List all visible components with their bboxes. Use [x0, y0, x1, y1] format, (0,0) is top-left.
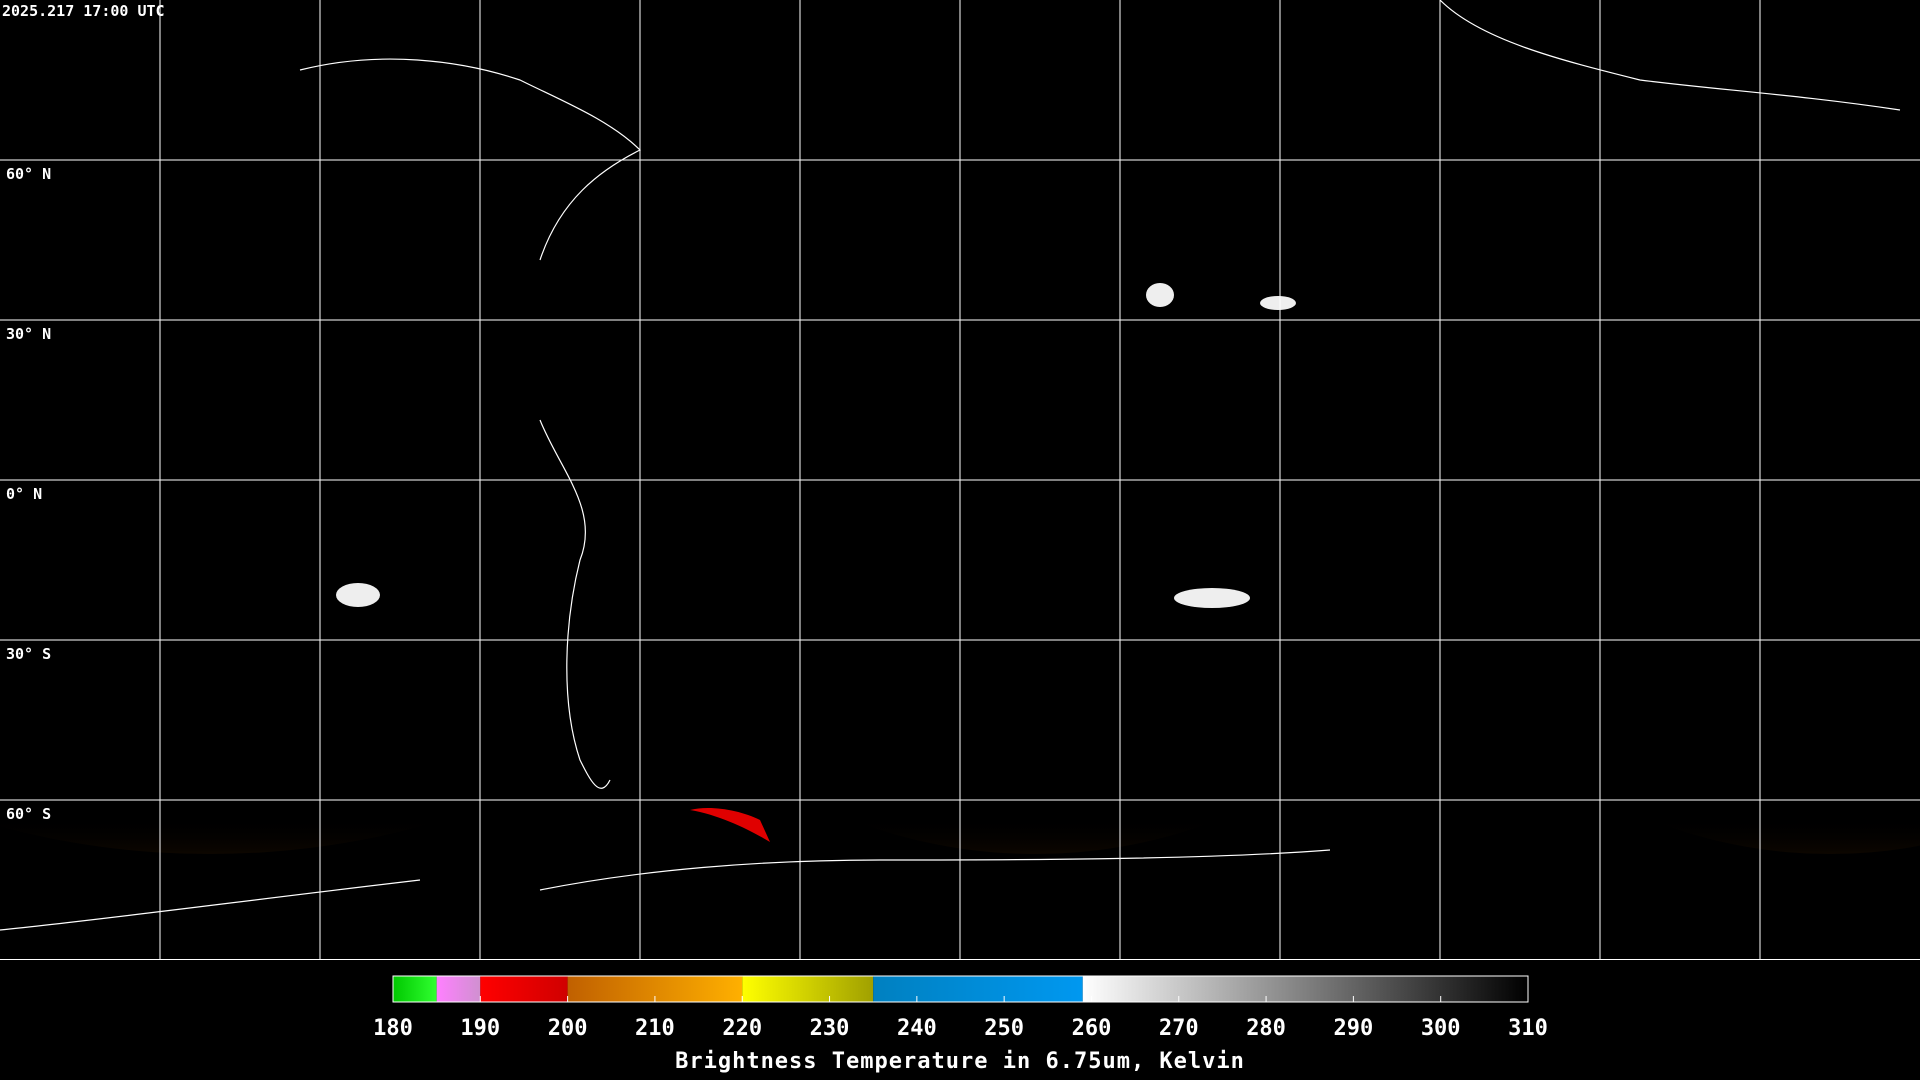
warm-spot [1260, 296, 1296, 310]
colorbar-tick-label: 290 [1334, 1016, 1374, 1041]
imagery-polar-shade [0, 102, 533, 854]
water-vapor-imagery [0, 102, 1920, 854]
imagery-polar-shade [612, 102, 1457, 854]
colorbar-tick-label: 270 [1159, 1016, 1199, 1041]
colorbar-tick-label: 250 [984, 1016, 1024, 1041]
coastlines [0, 0, 1901, 931]
imagery-polar-shade [1451, 102, 1920, 854]
coastline [539, 419, 611, 789]
colorbar-segment [393, 976, 437, 1002]
colorbar-tick-label: 300 [1421, 1016, 1461, 1041]
colorbar-tick-label: 230 [810, 1016, 850, 1041]
coastline [1439, 0, 1901, 111]
latitude-label: 60° S [6, 805, 51, 823]
colorbar-segment [436, 976, 481, 1002]
colorbar-tick-label: 310 [1508, 1016, 1548, 1041]
colorbar-tick-label: 180 [373, 1016, 413, 1041]
colorbar-tick-label: 280 [1246, 1016, 1286, 1041]
latitude-label: 30° N [6, 325, 51, 343]
colorbar-tick-label: 200 [548, 1016, 588, 1041]
timestamp: 2025.217 17:00 UTC [2, 2, 165, 20]
colorbar-segment [480, 976, 568, 1002]
colorbar-segment [742, 976, 874, 1002]
warm-spot [1174, 588, 1250, 608]
colorbar-frame [392, 975, 1529, 1003]
latitude-label: 60° N [6, 165, 51, 183]
latitude-label: 0° N [6, 485, 42, 503]
colorbar-tick-label: 240 [897, 1016, 937, 1041]
cold-spot [690, 808, 770, 842]
latitude-label: 30° S [6, 645, 51, 663]
colorbar-tick-label: 210 [635, 1016, 675, 1041]
coastline [299, 58, 642, 261]
colorbar-tick-label: 190 [460, 1016, 500, 1041]
colorbar-title: Brightness Temperature in 6.75um, Kelvin [675, 1049, 1245, 1074]
colorbar-tick-label: 220 [722, 1016, 762, 1041]
colorbar-segment [1082, 976, 1528, 1002]
colorbar-segment [873, 976, 1083, 1002]
warm-spot [336, 583, 380, 607]
coastline [0, 879, 421, 931]
warm-spot [1146, 283, 1174, 307]
colorbar-tick-label: 260 [1072, 1016, 1112, 1041]
coastline [539, 849, 1331, 891]
